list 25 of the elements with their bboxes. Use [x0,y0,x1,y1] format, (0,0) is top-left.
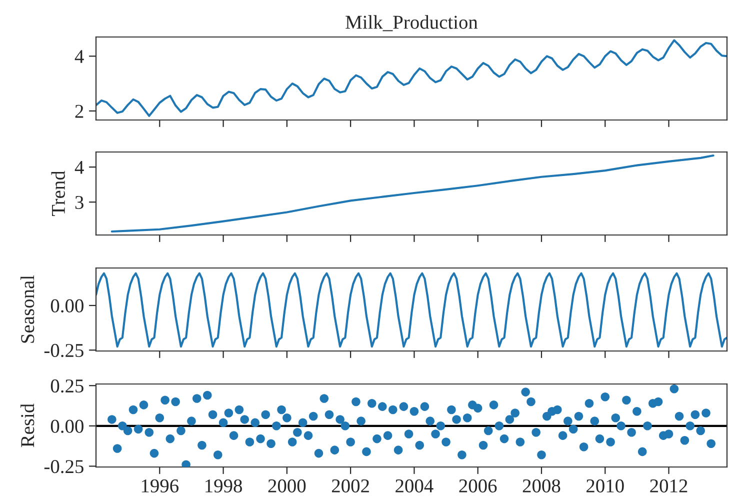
x-tick-label: 2012 [650,479,688,492]
y-tick-label: 0.00 [50,420,84,433]
x-tick-label: 1998 [206,479,242,492]
x-tick-label: 2006 [459,479,497,492]
y-axis-title: Trend [51,170,65,216]
x-tick-label: 2008 [522,479,560,492]
x-tick-label: 2004 [396,479,434,492]
y-tick-label: 2 [75,104,84,118]
y-tick-label: 4 [74,50,84,63]
x-tick-label: 2000 [268,479,306,492]
y-axis-title: Seasonal [20,275,34,343]
y-tick-label: 0.00 [50,299,84,313]
line-series [96,39,727,117]
x-tick-label: 1996 [142,479,179,492]
x-tick-label: 2002 [332,479,369,492]
y-tick-label: -0.25 [44,460,84,474]
line-series [110,154,714,233]
y-tick-label: 4 [74,161,84,174]
y-tick-label: 0.25 [50,379,84,393]
x-tick-label: 2010 [586,479,624,492]
y-tick-label: -0.25 [44,344,84,358]
y-tick-label: 3 [75,196,84,210]
chart-title: Milk_Production [346,15,478,32]
y-axis-title: Resid [20,404,34,448]
line-series [96,272,727,348]
